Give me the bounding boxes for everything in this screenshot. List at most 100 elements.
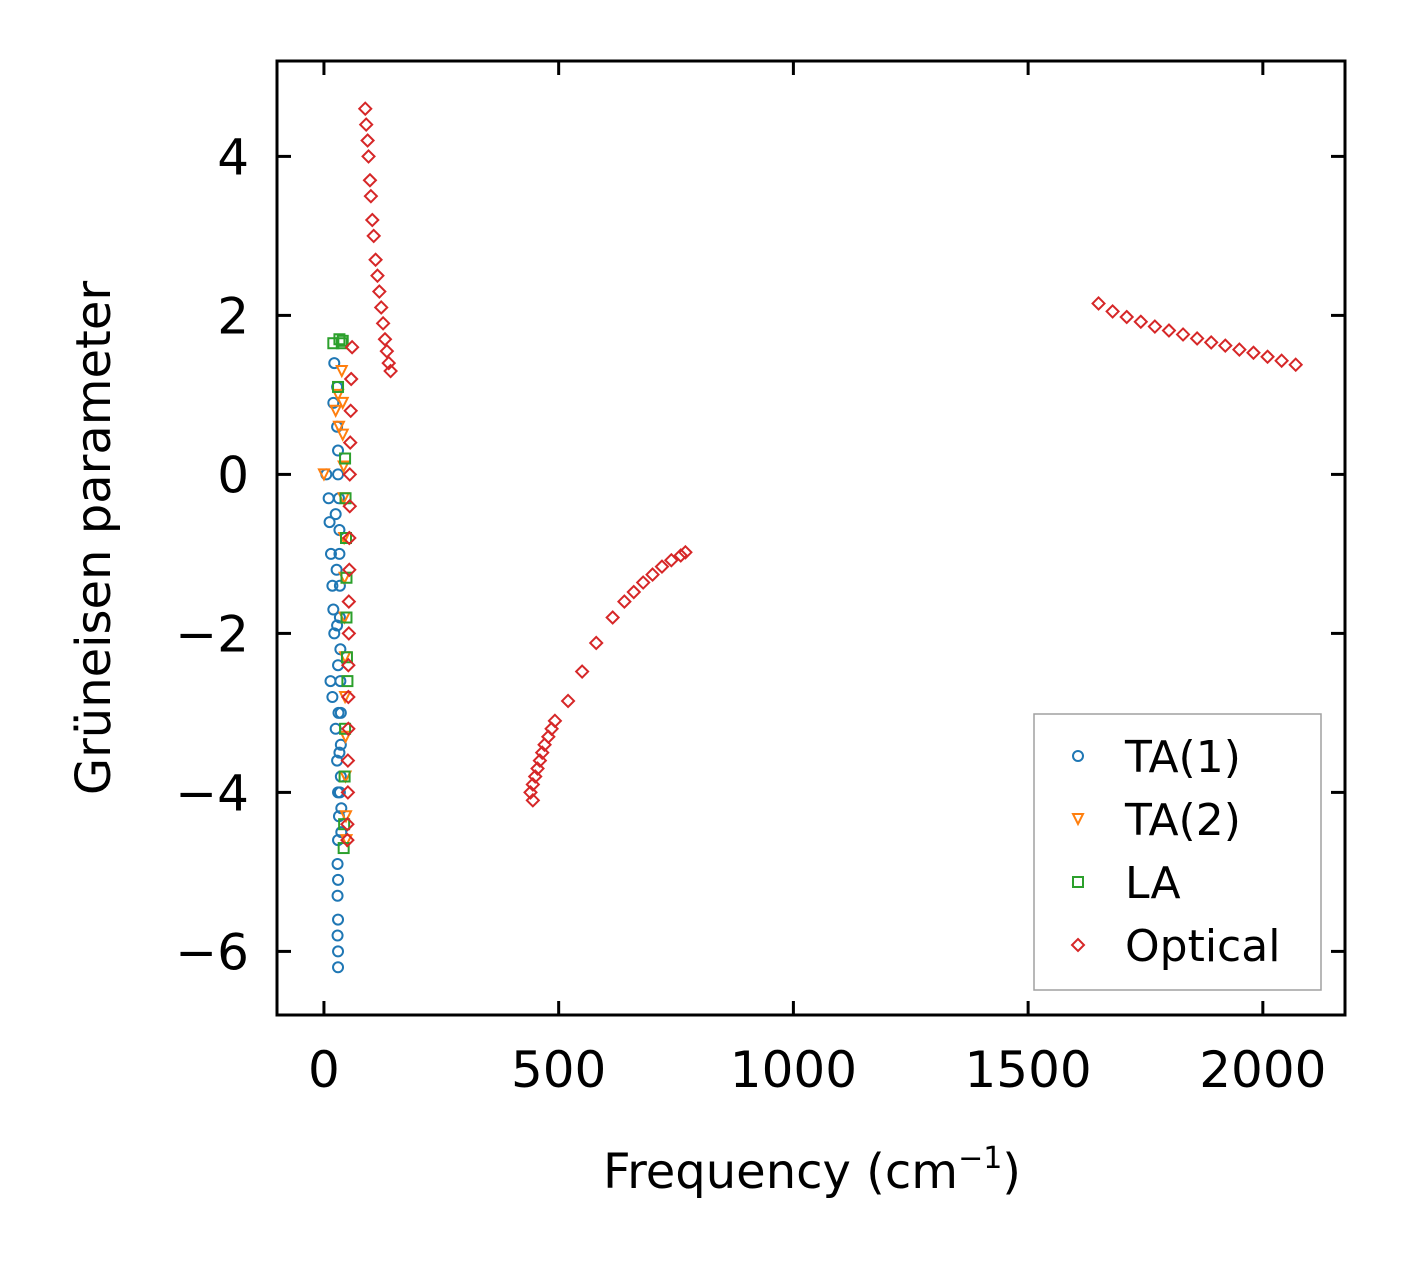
data-point xyxy=(334,738,347,751)
y-tick-label: −2 xyxy=(175,605,249,663)
data-point xyxy=(332,706,345,719)
legend-marker xyxy=(1071,813,1085,827)
data-point xyxy=(527,769,543,784)
data-point xyxy=(333,579,346,592)
data-point xyxy=(1231,342,1247,357)
data-point xyxy=(1119,309,1135,325)
data-point xyxy=(373,300,389,315)
data-point xyxy=(339,810,353,824)
data-point xyxy=(364,212,380,228)
legend-label: TA(2) xyxy=(1124,795,1241,846)
y-axis-label: Grüneisen parameter xyxy=(66,281,122,796)
data-point xyxy=(1161,323,1177,338)
data-point xyxy=(342,466,358,482)
data-point xyxy=(335,826,348,839)
data-point xyxy=(327,603,340,616)
data-point xyxy=(361,148,376,164)
data-point xyxy=(323,516,336,529)
x-tick-label: 1000 xyxy=(730,1041,857,1099)
x-axis-ticks xyxy=(322,61,1265,1015)
data-point xyxy=(370,268,385,284)
data-point xyxy=(332,444,345,457)
data-point xyxy=(343,403,359,419)
x-axis-tick-labels: 0 500 1000 1500 2000 xyxy=(308,1041,1326,1099)
data-point xyxy=(340,721,356,737)
data-point xyxy=(678,544,693,560)
data-point xyxy=(663,552,679,568)
data-point xyxy=(375,315,391,331)
data-point xyxy=(331,388,345,403)
data-point xyxy=(525,792,541,808)
data-point xyxy=(654,559,670,575)
data-point xyxy=(334,675,347,688)
data-point xyxy=(362,172,378,188)
data-point xyxy=(605,610,621,625)
data-point xyxy=(332,945,345,958)
data-point xyxy=(340,689,356,705)
data-point xyxy=(326,691,339,703)
data-point xyxy=(328,357,341,370)
data-point xyxy=(336,428,350,442)
data-point xyxy=(381,355,397,371)
data-point xyxy=(340,784,356,800)
data-point xyxy=(341,562,357,578)
data-point xyxy=(331,857,344,870)
data-point xyxy=(335,365,349,379)
data-point xyxy=(383,363,399,379)
data-point xyxy=(368,252,383,268)
data-point xyxy=(340,611,353,624)
data-point xyxy=(360,133,376,148)
x-tick-label: 0 xyxy=(308,1041,340,1099)
data-point xyxy=(1105,304,1121,319)
data-point xyxy=(341,625,357,641)
data-point xyxy=(616,594,632,610)
data-point xyxy=(329,404,343,419)
data-point xyxy=(1274,353,1290,369)
y-tick-label: −6 xyxy=(175,923,249,981)
data-point xyxy=(333,547,346,560)
data-point xyxy=(525,777,541,792)
data-point xyxy=(379,343,395,359)
data-point xyxy=(336,396,350,411)
data-point xyxy=(363,188,379,204)
data-point xyxy=(673,548,689,563)
data-point xyxy=(340,753,356,769)
data-point xyxy=(326,579,339,592)
y-axis-tick-labels: −6 −4 −2 0 2 4 xyxy=(175,128,249,981)
data-point xyxy=(645,567,660,582)
legend-marker xyxy=(1072,876,1084,888)
data-point xyxy=(340,832,355,848)
data-point xyxy=(340,816,355,832)
data-point xyxy=(1133,314,1149,330)
data-point xyxy=(1203,335,1219,350)
data-point xyxy=(340,532,353,544)
data-point xyxy=(1091,296,1106,311)
data-point xyxy=(366,228,382,244)
data-point xyxy=(530,761,545,776)
y-axis-ticks xyxy=(277,154,1345,953)
data-point xyxy=(339,452,352,465)
data-point xyxy=(1175,327,1191,342)
y-tick-label: 0 xyxy=(217,446,249,504)
data-point xyxy=(340,657,356,673)
data-point xyxy=(328,627,341,640)
data-point xyxy=(523,784,538,800)
data-point xyxy=(332,873,345,886)
y-tick-label: 4 xyxy=(217,128,249,186)
data-point xyxy=(341,530,357,546)
legend-label: Optical xyxy=(1125,921,1280,972)
data-point xyxy=(341,675,354,688)
data-point xyxy=(330,563,343,576)
data-point xyxy=(327,396,340,409)
data-point xyxy=(626,584,642,600)
legend-label: TA(1) xyxy=(1124,732,1241,783)
data-point xyxy=(1288,357,1304,373)
data-point xyxy=(324,547,337,560)
series-la xyxy=(327,333,354,855)
data-point xyxy=(532,753,548,769)
x-tick-label: 2000 xyxy=(1199,1041,1326,1099)
data-point xyxy=(377,331,393,347)
data-point xyxy=(635,575,651,590)
data-point xyxy=(574,664,590,679)
